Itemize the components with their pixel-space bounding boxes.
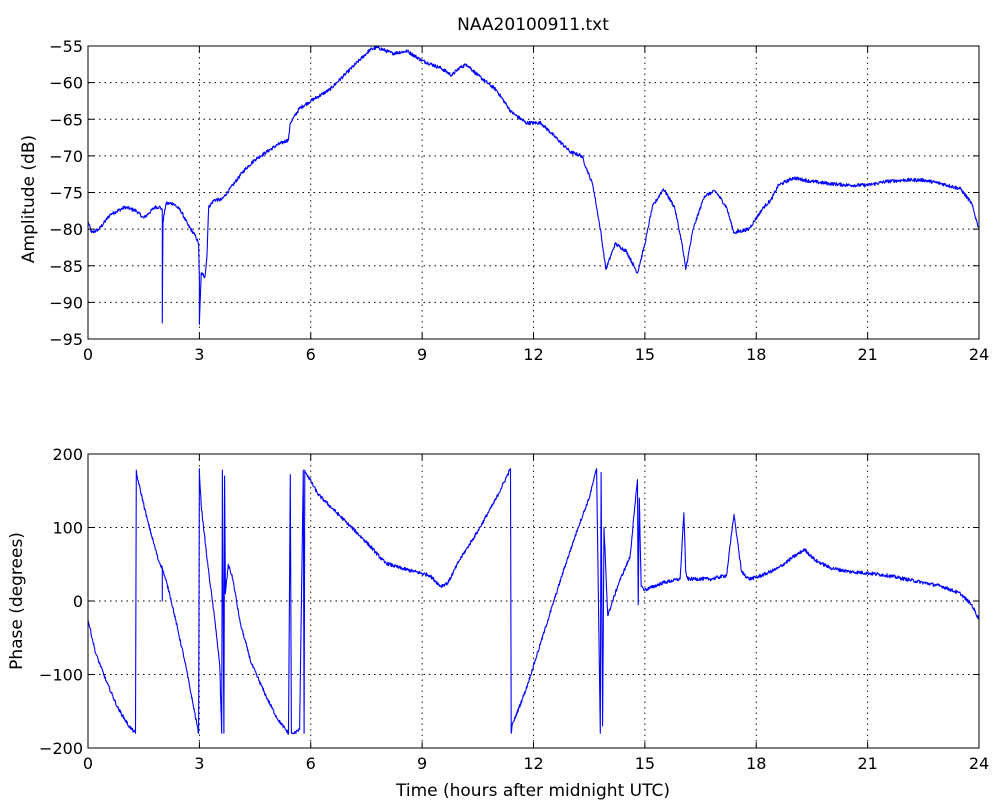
amplitude-y-tick-label: −95 [49, 330, 83, 349]
amplitude-y-tick-label: −90 [49, 293, 83, 312]
amplitude-x-tick-label: 24 [969, 345, 989, 364]
phase-series-line [87, 468, 980, 735]
amplitude-series-line [87, 45, 980, 325]
amplitude-y-tick-label: −60 [49, 74, 83, 93]
amplitude-y-tick-label: −65 [49, 110, 83, 129]
phase-x-tick-label: 6 [306, 754, 316, 773]
amplitude-x-tick-label: 3 [194, 345, 204, 364]
phase-x-tick-label: 15 [635, 754, 655, 773]
amplitude-x-tick-label: 9 [417, 345, 427, 364]
amplitude-x-tick-label: 12 [523, 345, 543, 364]
phase-x-tick-label: 24 [969, 754, 989, 773]
phase-y-tick-label: 200 [52, 445, 83, 464]
phase-y-tick-label: 100 [52, 519, 83, 538]
amplitude-y-tick-label: −85 [49, 257, 83, 276]
phase-x-tick-label: 3 [194, 754, 204, 773]
phase-y-tick-label: −100 [39, 666, 83, 685]
amplitude-x-tick-label: 21 [857, 345, 877, 364]
phase-x-tick-label: 18 [746, 754, 766, 773]
phase-x-tick-label: 9 [417, 754, 427, 773]
phase-y-tick-label: 0 [73, 592, 83, 611]
amplitude-x-tick-label: 6 [306, 345, 316, 364]
amplitude-y-tick-label: −55 [49, 37, 83, 56]
amplitude-panel: 0 3 6 9 12 15 18 21 24 −55 −60 −65 −70 −75 −80 −85 −90 −9… [49, 37, 989, 364]
amplitude-y-tick-label: −75 [49, 184, 83, 203]
chart-title: NAA20100911.txt [457, 15, 609, 35]
amplitude-x-tick-label: 15 [635, 345, 655, 364]
phase-x-tick-label: 0 [83, 754, 93, 773]
phase-y-axis-label: Phase (degrees) [7, 532, 27, 670]
amplitude-x-tick-label: 0 [83, 345, 93, 364]
phase-panel: 0 3 6 9 12 15 18 21 24 200 100 0 −100 −200 [39, 445, 989, 773]
phase-y-tick-label: −200 [39, 739, 83, 758]
phase-x-tick-label: 21 [857, 754, 877, 773]
phase-x-axis-label: Time (hours after midnight UTC) [395, 781, 670, 801]
phase-x-tick-label: 12 [523, 754, 543, 773]
amplitude-y-axis-label: Amplitude (dB) [19, 135, 39, 263]
amplitude-y-tick-label: −70 [49, 147, 83, 166]
amplitude-x-tick-label: 18 [746, 345, 766, 364]
amplitude-y-tick-label: −80 [49, 220, 83, 239]
